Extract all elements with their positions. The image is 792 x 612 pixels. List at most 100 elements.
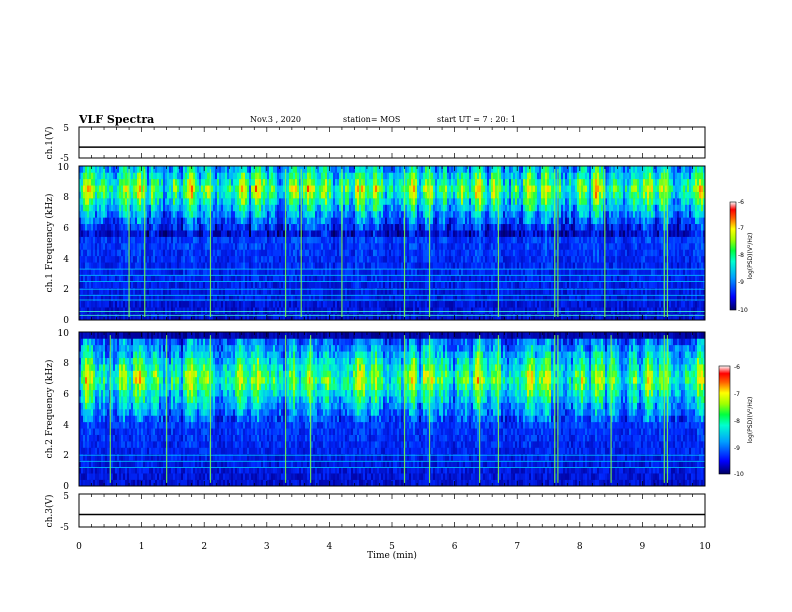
spectrogram-cell bbox=[103, 294, 106, 302]
spectrogram-cell bbox=[129, 287, 132, 295]
spectrogram-cell bbox=[91, 217, 94, 225]
spectrogram-cell bbox=[289, 210, 292, 218]
spectrogram-cell bbox=[331, 243, 334, 250]
spectrogram-cell bbox=[417, 307, 420, 314]
spectrogram-cell bbox=[163, 210, 166, 218]
spectrogram-cell bbox=[313, 210, 316, 218]
spectrogram-cell bbox=[157, 300, 160, 308]
spectrogram-cell bbox=[173, 236, 176, 244]
spectrogram-cell bbox=[447, 166, 450, 173]
spectrogram-cell bbox=[449, 178, 452, 186]
spectrogram-cell bbox=[89, 268, 92, 276]
spectrogram-cell bbox=[433, 300, 436, 308]
spectrogram-cell bbox=[223, 262, 226, 269]
spectrogram-cell bbox=[467, 185, 470, 192]
spectrogram-cell bbox=[103, 243, 106, 250]
spectrogram-cell bbox=[327, 281, 330, 289]
spectrogram-cell bbox=[291, 275, 294, 282]
spectrogram-cell bbox=[175, 243, 178, 250]
spectrogram-cell bbox=[115, 191, 118, 199]
spectrogram-cell bbox=[215, 210, 218, 218]
spectrogram-cell bbox=[179, 268, 182, 276]
spectrogram-cell bbox=[177, 230, 180, 237]
spectrogram-cell bbox=[317, 307, 320, 314]
spectrogram-cell bbox=[95, 217, 98, 225]
spectrogram-cell bbox=[225, 262, 228, 269]
spectrogram-cell bbox=[213, 166, 216, 173]
spectrogram-cell bbox=[361, 191, 364, 199]
spectrogram-cell bbox=[259, 294, 262, 302]
spectrogram-cell bbox=[333, 300, 336, 308]
spectrogram-cell bbox=[177, 313, 180, 320]
spectrogram-cell bbox=[273, 172, 276, 180]
spectrogram-cell bbox=[181, 230, 184, 237]
spectrogram-cell bbox=[91, 268, 94, 276]
spectrogram-cell bbox=[275, 172, 278, 180]
spectrogram-cell bbox=[265, 172, 268, 180]
spectrogram-cell bbox=[485, 307, 488, 314]
spectrogram-cell bbox=[415, 210, 418, 218]
spectrogram-cell bbox=[145, 172, 148, 180]
spectrogram-cell bbox=[217, 236, 220, 244]
spectrogram-cell bbox=[243, 204, 246, 212]
spectrogram-cell bbox=[481, 166, 484, 173]
spectrogram-cell bbox=[181, 243, 184, 250]
spectrogram-cell bbox=[317, 178, 320, 186]
spectrogram-cell bbox=[261, 281, 264, 289]
spectrogram-cell bbox=[157, 185, 160, 192]
spectrogram-cell bbox=[265, 307, 268, 314]
spectrogram-cell bbox=[475, 313, 478, 320]
spectrogram-cell bbox=[165, 307, 168, 314]
spectrogram-cell bbox=[291, 191, 294, 199]
spectrogram-cell bbox=[327, 178, 330, 186]
spectrogram-cell bbox=[91, 275, 94, 282]
spectrogram-cell bbox=[449, 210, 452, 218]
spectrogram-cell bbox=[375, 217, 378, 225]
spectrogram-cell bbox=[299, 236, 302, 244]
spectrogram-cell bbox=[275, 230, 278, 237]
spectrogram-cell bbox=[103, 223, 106, 231]
spectrogram-cell bbox=[437, 191, 440, 199]
spectrogram-cell bbox=[281, 185, 284, 192]
spectrogram-cell bbox=[221, 166, 224, 173]
spectrogram-cell bbox=[393, 275, 396, 282]
spectrogram-cell bbox=[87, 294, 90, 302]
spectrogram-cell bbox=[481, 178, 484, 186]
spectrogram-cell bbox=[389, 178, 392, 186]
spectrogram-cell bbox=[165, 268, 168, 276]
spectrogram-cell bbox=[333, 268, 336, 276]
spectrogram-cell bbox=[249, 287, 252, 295]
spectrogram-cell bbox=[425, 217, 428, 225]
spectrogram-cell bbox=[283, 185, 286, 192]
spectrogram-cell bbox=[363, 313, 366, 320]
spectrogram-cell bbox=[463, 300, 466, 308]
spectrogram-cell bbox=[205, 268, 208, 276]
spectrogram-cell bbox=[351, 268, 354, 276]
spectrogram-cell bbox=[353, 217, 356, 225]
spectrogram-cell bbox=[369, 300, 372, 308]
spectrogram-cell bbox=[201, 307, 204, 314]
spectrogram-cell bbox=[131, 300, 134, 308]
spectrogram-cell bbox=[147, 172, 150, 180]
spectrogram-cell bbox=[259, 178, 262, 186]
spectrogram-cell bbox=[367, 185, 370, 192]
spectrogram-cell bbox=[81, 249, 84, 257]
spectrogram-cell bbox=[355, 307, 358, 314]
spectrogram-cell bbox=[365, 236, 368, 244]
spectrogram-cell bbox=[273, 294, 276, 302]
spectrogram-cell bbox=[129, 313, 132, 320]
spectrogram-cell bbox=[293, 255, 296, 263]
spectrogram-cell bbox=[211, 172, 214, 180]
spectrogram-cell bbox=[419, 262, 422, 269]
spectrogram-cell bbox=[405, 204, 408, 212]
spectrogram-cell bbox=[357, 204, 360, 212]
spectrogram-cell bbox=[445, 172, 448, 180]
spectrogram-cell bbox=[485, 255, 488, 263]
spectrogram-cell bbox=[273, 307, 276, 314]
spectrogram-cell bbox=[135, 172, 138, 180]
spectrogram-cell bbox=[241, 210, 244, 218]
spectrogram-cell bbox=[161, 307, 164, 314]
spectrogram-cell bbox=[123, 262, 126, 269]
spectrogram-cell bbox=[147, 210, 150, 218]
spectrogram-cell bbox=[443, 281, 446, 289]
